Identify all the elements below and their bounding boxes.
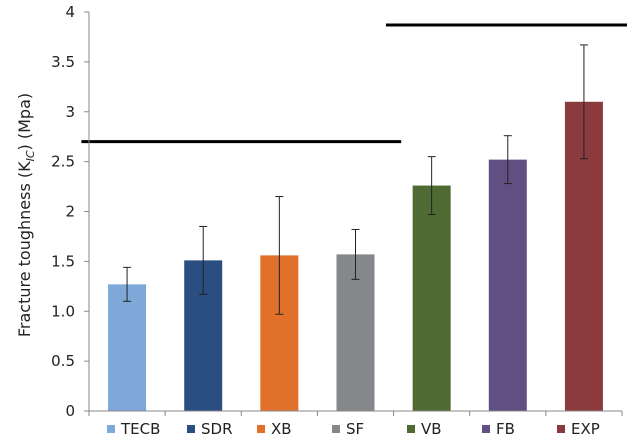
legend-label-sf: SF	[346, 420, 364, 438]
legend-label-xb: XB	[271, 420, 292, 438]
legend-swatch-sdr	[187, 425, 195, 433]
y-axis-title: Fracture toughness (KIC) (Mpa)	[15, 93, 37, 337]
y-tick-label: 2	[65, 203, 75, 221]
y-axis-title-subscript: IC	[24, 150, 37, 161]
y-axis-title-suffix: ) (Mpa)	[15, 93, 34, 151]
bar-tecb	[108, 284, 147, 411]
bar-vb	[412, 185, 451, 411]
legend-swatch-tecb	[107, 425, 115, 433]
legend-label-fb: FB	[496, 420, 515, 438]
axes	[88, 12, 623, 416]
bar-sf	[336, 254, 375, 411]
significance-lines	[81, 23, 627, 144]
y-tick-label: 0.5	[51, 352, 75, 370]
legend-swatch-sf	[332, 425, 340, 433]
legend-swatch-fb	[482, 425, 490, 433]
y-tick-label: 1.5	[51, 252, 75, 270]
bar-fb	[488, 159, 527, 411]
legend-label-sdr: SDR	[201, 420, 233, 438]
legend-label-exp: EXP	[571, 420, 600, 438]
y-tick-label: 0	[65, 402, 75, 420]
legend-label-tecb: TECB	[120, 420, 160, 438]
y-axis-ticks: 0 0.5 1.0 1.5 2 2.5 3 3.5 4	[51, 3, 89, 420]
legend-swatch-exp	[557, 425, 565, 433]
bars	[108, 101, 603, 412]
legend-swatch-vb	[407, 425, 415, 433]
y-tick-label: 3.5	[51, 53, 75, 71]
legend: TECB SDR XB SF VB FB EXP	[107, 420, 600, 438]
y-tick-label: 1.0	[51, 302, 75, 320]
y-tick-label: 3	[65, 103, 75, 121]
y-axis-title-main: Fracture toughness (K	[15, 161, 34, 337]
y-tick-label: 2.5	[51, 153, 75, 171]
legend-swatch-xb	[257, 425, 265, 433]
legend-label-vb: VB	[421, 420, 442, 438]
y-tick-label: 4	[65, 3, 75, 21]
error-bars	[123, 44, 588, 315]
